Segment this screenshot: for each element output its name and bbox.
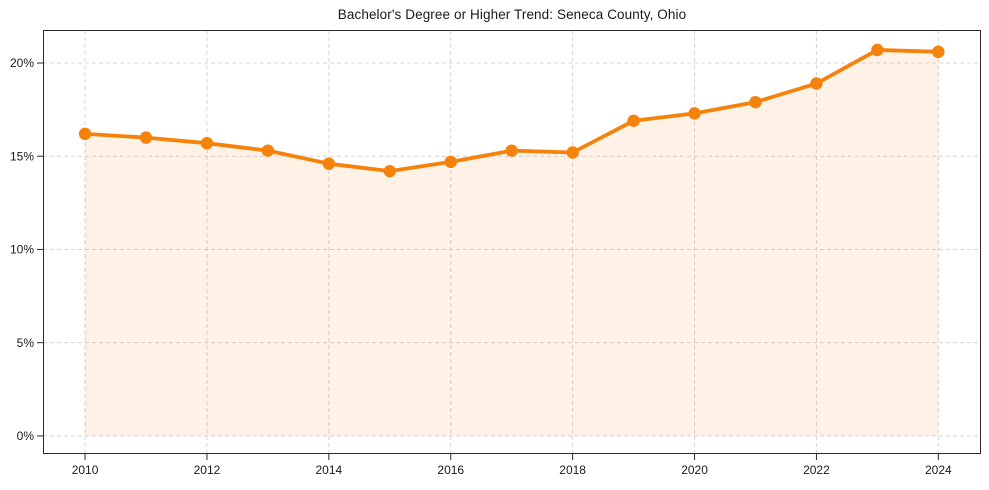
chart-title: Bachelor's Degree or Higher Trend: Senec… [337,7,687,22]
data-point [78,127,92,141]
y-tick-label: 15% [10,149,34,163]
data-point [200,136,214,150]
data-point [688,107,701,120]
y-tick-label: 5% [17,336,35,350]
x-tick-label: 2018 [559,463,586,477]
data-point [139,131,153,144]
data-point [627,114,640,128]
x-tick-label: 2022 [803,463,830,477]
y-tick-label: 10% [10,243,34,257]
x-tick-label: 2016 [437,463,464,477]
data-point [383,164,396,178]
data-point [322,157,336,170]
plot-border [43,30,981,454]
data-point [505,144,518,157]
y-tick-label: 0% [17,429,35,443]
x-tick-label: 2014 [315,463,342,477]
area-fill [85,49,939,436]
data-point [810,77,823,90]
x-tick-label: 2010 [72,463,99,477]
x-tick-label: 2020 [681,463,708,477]
data-point [444,155,457,169]
x-tick-label: 2024 [925,463,952,477]
data-point [932,45,945,59]
x-tick-label: 2012 [194,463,221,477]
y-tick-label: 20% [10,56,34,70]
data-point [749,95,762,109]
data-point [871,43,884,57]
data-point [566,146,579,159]
data-point [261,144,275,157]
